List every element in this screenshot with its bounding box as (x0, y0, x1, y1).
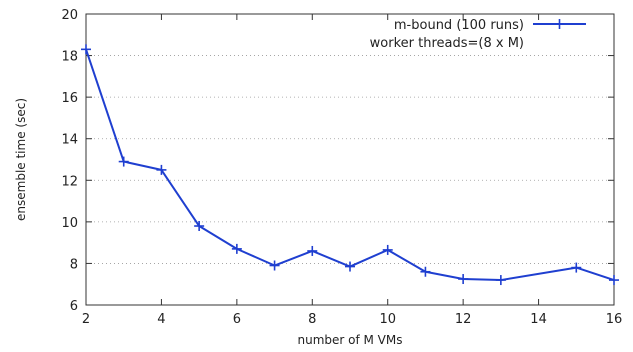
x-tick-label: 6 (233, 312, 241, 327)
legend-sample-marker (554, 19, 565, 29)
x-tick-label: 16 (606, 312, 623, 327)
x-axis-title: number of M VMs (297, 333, 402, 347)
data-point (458, 274, 469, 285)
data-point (420, 266, 431, 277)
y-tick-label: 12 (61, 174, 78, 189)
legend-label-series: m-bound (100 runs) (394, 18, 524, 33)
y-tick-label: 20 (61, 8, 78, 23)
x-tick-label: 4 (157, 312, 165, 327)
series-layer (81, 44, 619, 286)
series-line (85, 49, 615, 282)
x-tick-label: 14 (530, 312, 547, 327)
y-tick-label: 18 (61, 50, 78, 65)
x-tick-label: 2 (82, 312, 90, 327)
data-point (156, 164, 167, 175)
legend: m-bound (100 runs) worker threads=(8 x M… (370, 18, 586, 51)
data-point (382, 244, 393, 255)
axis-ticks: 6 8 10 12 14 16 18 20 2 4 6 8 10 12 14 16 (61, 8, 622, 327)
grid-lines (86, 55, 614, 264)
y-tick-label: 16 (61, 91, 78, 106)
y-tick-label: 8 (70, 257, 78, 272)
y-axis-title: ensemble time (sec) (14, 98, 28, 221)
plot-frame (85, 13, 615, 306)
data-point (307, 245, 318, 256)
x-tick-label: 10 (379, 312, 396, 327)
data-point (345, 261, 355, 272)
data-point (194, 221, 205, 232)
data-point (269, 260, 280, 271)
data-point (495, 275, 506, 286)
data-point (609, 275, 619, 286)
data-point (571, 262, 582, 273)
data-point (118, 156, 129, 167)
y-tick-label: 10 (61, 216, 78, 231)
data-point (231, 243, 242, 254)
y-tick-label: 6 (70, 299, 78, 314)
x-tick-label: 8 (308, 312, 316, 327)
legend-label-note: worker threads=(8 x M) (370, 36, 524, 51)
y-tick-label: 14 (61, 133, 78, 148)
x-tick-label: 12 (455, 312, 472, 327)
data-point (81, 44, 91, 55)
